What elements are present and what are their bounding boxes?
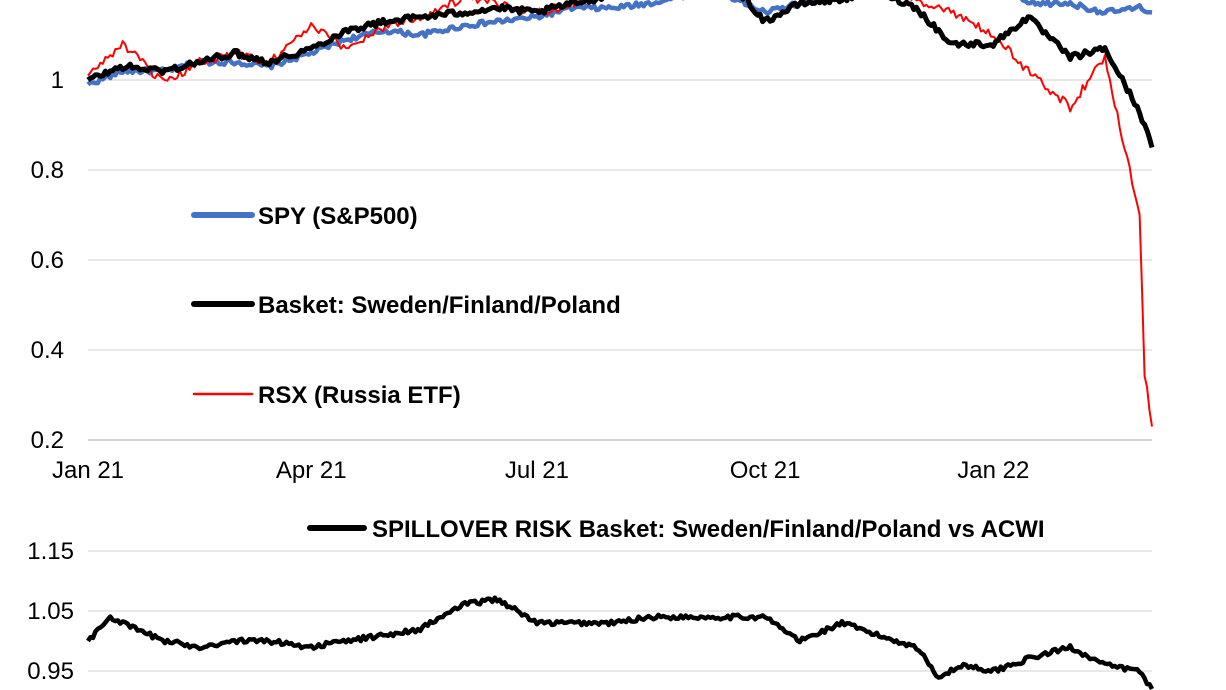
- bottom-chart-y-axis: 1.15 1.05 0.95: [27, 538, 74, 685]
- bottom-chart: 1.15 1.05 0.95 SPILLOVER RISK Basket: Swed…: [27, 516, 1154, 690]
- series-line-spillover-risk-basket-sweden-finland-poland-vs-acwi: [86, 595, 1154, 690]
- bottom-chart-series: [86, 595, 1154, 690]
- top-chart-legend: SPY (S&P500) Basket: Sweden/Finland/Polan…: [191, 203, 621, 409]
- top-x-tick-label: Jan 21: [52, 457, 124, 484]
- top-y-tick-label: 1: [51, 67, 64, 94]
- bottom-y-tick-label: 1.15: [27, 538, 74, 565]
- top-y-tick-label: 0.6: [31, 247, 64, 274]
- bottom-y-tick-label: 0.95: [27, 658, 74, 685]
- legend-label-rsx-russia-etf: RSX (Russia ETF): [258, 382, 461, 409]
- legend-label-spillover-risk-basket-sweden-finland-poland-vs-acwi: SPILLOVER RISK Basket: Sweden/Finland/Po…: [372, 516, 1045, 543]
- top-chart: 10.80.60.40.2 Jan 21 Apr 21 Jul 21 Oct 21 Ja…: [31, 0, 1155, 484]
- top-chart-x-axis: Jan 21 Apr 21 Jul 21 Oct 21 Jan 22: [52, 457, 1029, 484]
- top-chart-y-axis: 1 0.8 0.6 0.4 0.2: [31, 67, 64, 454]
- series-line-spy-s-p500: [86, 0, 1153, 87]
- bottom-y-tick-label: 1.05: [27, 598, 74, 625]
- bottom-chart-gridlines: [88, 550, 1152, 672]
- top-y-tick-label: 0.2: [31, 427, 64, 454]
- top-chart-series: [86, 0, 1155, 427]
- legend-label-spy-s-p500: SPY (S&P500): [258, 203, 418, 230]
- top-y-tick-label: 0.4: [31, 337, 64, 364]
- top-y-tick-label: 0.8: [31, 157, 64, 184]
- top-x-tick-label: Apr 21: [276, 457, 347, 484]
- series-line-basket-sweden-finland-poland: [86, 0, 1155, 149]
- bottom-chart-legend: SPILLOVER RISK Basket: Sweden/Finland/Po…: [307, 516, 1045, 543]
- top-x-tick-label: Jul 21: [505, 457, 569, 484]
- top-x-tick-label: Jan 22: [957, 457, 1029, 484]
- top-chart-gridlines: [88, 79, 1152, 441]
- legend-label-basket-sweden-finland-poland: Basket: Sweden/Finland/Poland: [258, 292, 621, 319]
- top-x-tick-label: Oct 21: [730, 457, 801, 484]
